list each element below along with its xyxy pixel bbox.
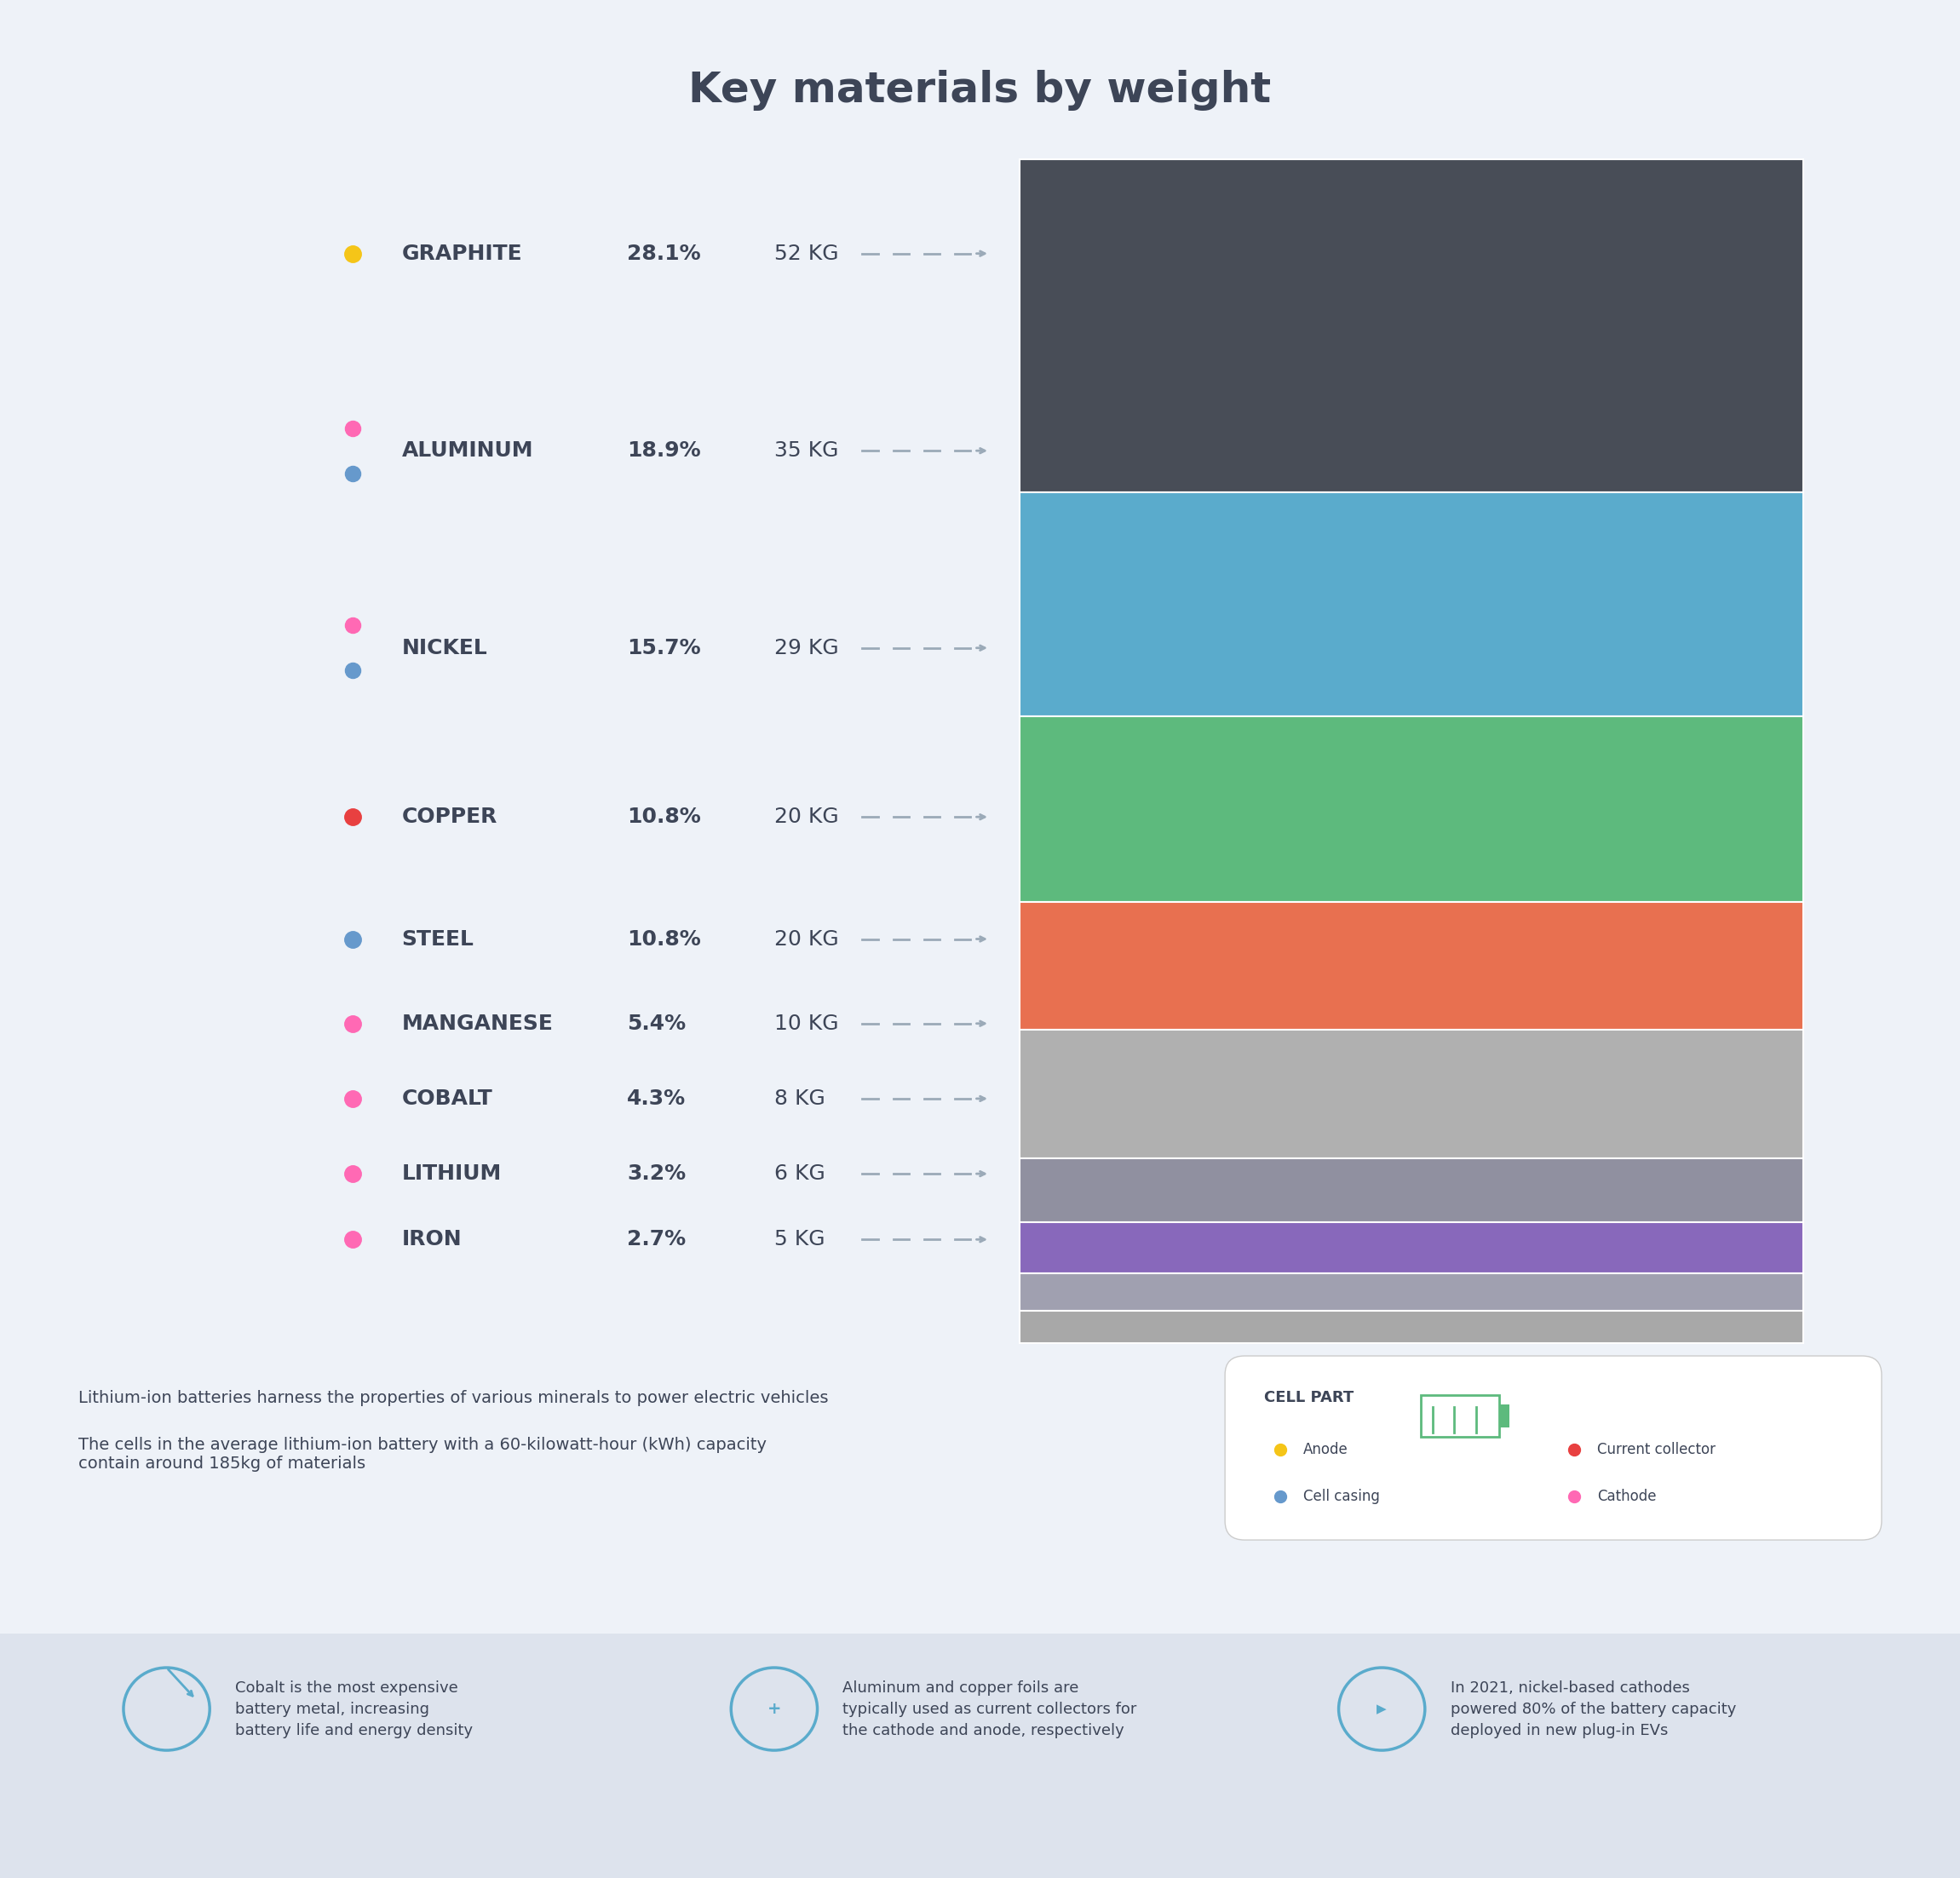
- Text: 10.8%: 10.8%: [627, 930, 702, 948]
- Text: STEEL: STEEL: [402, 930, 474, 948]
- Text: 35 KG: 35 KG: [774, 441, 839, 460]
- Text: 20 KG: 20 KG: [774, 808, 839, 826]
- Text: IRON: IRON: [402, 1230, 463, 1249]
- Text: Lithium-ion batteries harness the properties of various minerals to power electr: Lithium-ion batteries harness the proper…: [78, 1390, 829, 1407]
- Text: 3.2%: 3.2%: [627, 1164, 686, 1183]
- Text: +: +: [766, 1701, 782, 1716]
- Text: CELL PART: CELL PART: [1264, 1390, 1354, 1405]
- Text: 28.1%: 28.1%: [627, 244, 702, 263]
- Text: 15.7%: 15.7%: [627, 639, 702, 657]
- Text: 5.4%: 5.4%: [627, 1014, 686, 1033]
- Text: LITHIUM: LITHIUM: [402, 1164, 502, 1183]
- Text: ALUMINUM: ALUMINUM: [402, 441, 533, 460]
- Text: 20 KG: 20 KG: [774, 930, 839, 948]
- Text: Anode: Anode: [1303, 1442, 1348, 1457]
- Text: NICKEL: NICKEL: [402, 639, 488, 657]
- Text: Cell casing: Cell casing: [1303, 1489, 1380, 1504]
- Text: 6 KG: 6 KG: [774, 1164, 825, 1183]
- FancyBboxPatch shape: [1499, 1405, 1509, 1427]
- Text: 29 KG: 29 KG: [774, 639, 839, 657]
- Text: COBALT: COBALT: [402, 1089, 492, 1108]
- Text: COPPER: COPPER: [402, 808, 498, 826]
- Text: MANGANESE: MANGANESE: [402, 1014, 553, 1033]
- Text: In 2021, nickel-based cathodes
powered 80% of the battery capacity
deployed in n: In 2021, nickel-based cathodes powered 8…: [1450, 1681, 1737, 1737]
- Text: 52 KG: 52 KG: [774, 244, 839, 263]
- FancyBboxPatch shape: [1019, 1273, 1803, 1311]
- Text: Cobalt is the most expensive
battery metal, increasing
battery life and energy d: Cobalt is the most expensive battery met…: [235, 1681, 472, 1737]
- FancyBboxPatch shape: [1019, 160, 1803, 492]
- FancyBboxPatch shape: [1019, 1311, 1803, 1343]
- Text: Key materials by weight: Key materials by weight: [688, 69, 1272, 111]
- Text: 10.8%: 10.8%: [627, 808, 702, 826]
- Text: 2.7%: 2.7%: [627, 1230, 686, 1249]
- FancyBboxPatch shape: [0, 1634, 1960, 1878]
- Text: The cells in the average lithium-ion battery with a 60-kilowatt-hour (kWh) capac: The cells in the average lithium-ion bat…: [78, 1437, 766, 1472]
- FancyBboxPatch shape: [1019, 716, 1803, 901]
- FancyBboxPatch shape: [1019, 492, 1803, 716]
- FancyBboxPatch shape: [1019, 1223, 1803, 1273]
- Text: 4.3%: 4.3%: [627, 1089, 686, 1108]
- Text: Cathode: Cathode: [1597, 1489, 1656, 1504]
- Text: GRAPHITE: GRAPHITE: [402, 244, 523, 263]
- FancyBboxPatch shape: [1225, 1356, 1882, 1540]
- FancyBboxPatch shape: [1019, 1159, 1803, 1223]
- Text: 8 KG: 8 KG: [774, 1089, 825, 1108]
- Text: 5 KG: 5 KG: [774, 1230, 825, 1249]
- Text: 18.9%: 18.9%: [627, 441, 702, 460]
- Text: Current collector: Current collector: [1597, 1442, 1715, 1457]
- Text: Aluminum and copper foils are
typically used as current collectors for
the catho: Aluminum and copper foils are typically …: [843, 1681, 1137, 1737]
- FancyBboxPatch shape: [1019, 1031, 1803, 1159]
- FancyBboxPatch shape: [1019, 901, 1803, 1031]
- Text: 10 KG: 10 KG: [774, 1014, 839, 1033]
- Text: ▶: ▶: [1376, 1703, 1388, 1715]
